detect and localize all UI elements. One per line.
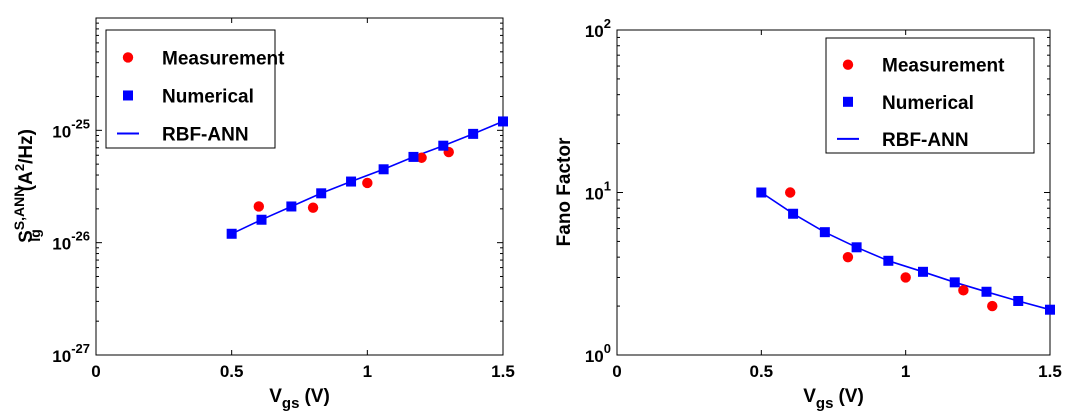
y-tick-label: 10-26 [52, 229, 90, 254]
y-label-unit: (A [16, 171, 37, 191]
legend-box [105, 29, 276, 149]
x-tick-label: 1 [363, 362, 372, 381]
y-tick-exponent: 1 [604, 179, 611, 194]
y-tick-base: 10 [52, 122, 71, 141]
x-label-main: V [269, 386, 282, 407]
legend-marker-numerical [843, 96, 853, 107]
plot-frame [95, 17, 504, 356]
data-point-numerical [346, 176, 357, 187]
x-tick-label: 1.5 [491, 362, 515, 381]
data-point-measurement [987, 300, 998, 312]
data-point-numerical [438, 140, 449, 151]
x-label-subscript: gs [282, 395, 300, 412]
data-point-measurement [416, 152, 427, 163]
data-point-numerical [883, 255, 894, 266]
x-tick-label: 0 [612, 362, 621, 381]
data-point-numerical [1045, 304, 1055, 315]
data-point-numerical [408, 151, 419, 162]
data-point-numerical [468, 128, 479, 139]
y-tick-label: 10-27 [52, 341, 90, 366]
x-axis-label: Vgs (V) [269, 386, 330, 412]
legend-marker-measurement [122, 52, 134, 63]
data-point-numerical [981, 286, 992, 297]
data-point-numerical [1013, 295, 1024, 306]
y-tick-label: 100 [585, 341, 611, 366]
y-axis-label: Fano Factor [554, 137, 575, 246]
data-point-numerical [256, 214, 267, 225]
x-tick-label: 0.5 [220, 362, 244, 381]
legend: Measurement Numerical RBF-ANN [825, 37, 1035, 154]
data-point-numerical [819, 227, 830, 238]
legend-label: RBF-ANN [162, 125, 249, 146]
y-tick-exponent: -25 [71, 116, 90, 131]
series-line-rbf-ann [760, 191, 1051, 311]
y-tick-exponent: 0 [604, 341, 611, 356]
x-label-unit: (V) [838, 386, 863, 407]
y-tick-label: 10-25 [52, 116, 90, 141]
data-point-numerical [286, 201, 297, 212]
y-label-unit-superscript: 2 [12, 164, 27, 171]
y-tick-label: 102 [585, 16, 611, 41]
x-axis-label: Vgs (V) [803, 386, 864, 412]
x-label-subscript: gs [816, 395, 834, 412]
legend-label: RBF-ANN [882, 130, 969, 151]
legend: Measurement Numerical RBF-ANN [105, 29, 285, 149]
y-label-main: S [16, 230, 37, 243]
y-tick-base: 10 [52, 235, 71, 254]
data-point-measurement [842, 251, 854, 263]
data-point-measurement [362, 177, 373, 189]
y-label-superscript: S,ANN [11, 187, 27, 231]
legend-marker-numerical [123, 90, 133, 101]
y-tick-exponent: 2 [604, 16, 611, 31]
x-tick-label: 0.5 [750, 362, 774, 381]
legend-label: Numerical [162, 86, 254, 107]
data-point-measurement [307, 202, 319, 213]
y-tick-base: 10 [585, 22, 604, 41]
y-axis-label: SS,ANNIg (A2/Hz) [11, 129, 43, 243]
chart-panel-2: 0 0.5 1 1.5100101102MeasurementNumericalRBF… [554, 16, 1062, 412]
chart-panel-1: 0 0.5 1 1.510-2710-2610-25MeasurementNumeri… [11, 17, 515, 412]
y-label-subscript: Ig [27, 229, 43, 241]
legend-label: Measurement [882, 56, 1005, 77]
data-point-numerical [226, 228, 237, 239]
series-line-rbf-ann [231, 120, 504, 235]
x-label-main: V [803, 386, 816, 407]
data-point-numerical [498, 116, 508, 127]
y-tick-exponent: -26 [71, 229, 90, 244]
data-point-numerical [316, 188, 327, 199]
y-tick-base: 10 [585, 185, 604, 204]
data-point-measurement [785, 187, 796, 198]
legend-label: Numerical [882, 93, 974, 114]
data-point-numerical [917, 266, 928, 277]
data-point-numerical [851, 242, 862, 253]
legend-marker-measurement [842, 59, 854, 70]
data-point-numerical [788, 208, 799, 219]
y-label-main: Fano Factor [554, 137, 575, 246]
y-tick-exponent: -27 [71, 341, 90, 356]
data-point-measurement [253, 201, 264, 212]
legend-label: Measurement [162, 48, 285, 69]
data-point-numerical [378, 164, 389, 175]
x-label-unit: (V) [304, 386, 329, 407]
y-tick-base: 10 [52, 347, 71, 366]
x-tick-label: 1.5 [1038, 362, 1062, 381]
data-point-numerical [949, 277, 960, 288]
data-point-numerical [756, 187, 767, 198]
y-tick-label: 101 [585, 179, 611, 204]
y-label-unit-rest: /Hz) [16, 129, 37, 164]
x-tick-label: 1 [901, 362, 910, 381]
legend-box [825, 37, 1035, 154]
y-tick-base: 10 [585, 347, 604, 366]
data-point-measurement [958, 285, 969, 296]
data-point-measurement [900, 272, 911, 283]
x-tick-label: 0 [91, 362, 100, 381]
